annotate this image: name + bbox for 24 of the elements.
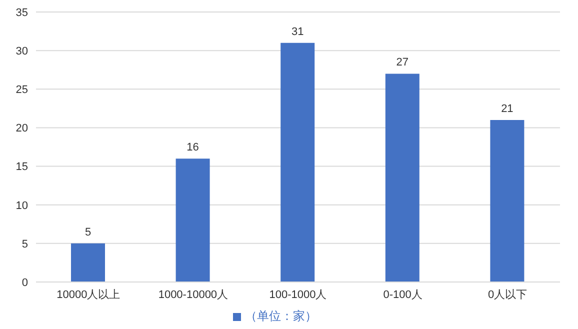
x-tick-label: 1000-10000人 (158, 288, 228, 301)
y-tick-label: 30 (16, 45, 28, 58)
y-tick-label: 0 (22, 276, 28, 289)
bar (176, 158, 210, 282)
bar (385, 74, 420, 282)
y-tick-label: 15 (16, 161, 28, 174)
y-tick-label: 5 (22, 238, 28, 250)
data-label: 31 (291, 26, 304, 38)
y-tick-label: 25 (16, 84, 28, 96)
x-tick-label: 100-1000人 (269, 288, 327, 301)
x-tick-label: 0-100人 (383, 288, 422, 301)
bar (71, 243, 105, 282)
y-tick-label: 20 (16, 122, 28, 135)
data-label: 27 (396, 56, 409, 69)
data-label: 21 (501, 103, 514, 115)
x-tick-label: 0人以下 (488, 288, 528, 301)
legend-label: （单位：家） (245, 309, 317, 323)
x-tick-label: 10000人以上 (56, 288, 120, 301)
y-tick-label: 35 (16, 6, 28, 19)
bar (280, 42, 315, 282)
y-tick-label: 10 (16, 200, 28, 212)
bar (490, 120, 524, 282)
data-label: 5 (84, 226, 92, 238)
data-label: 16 (186, 142, 199, 154)
